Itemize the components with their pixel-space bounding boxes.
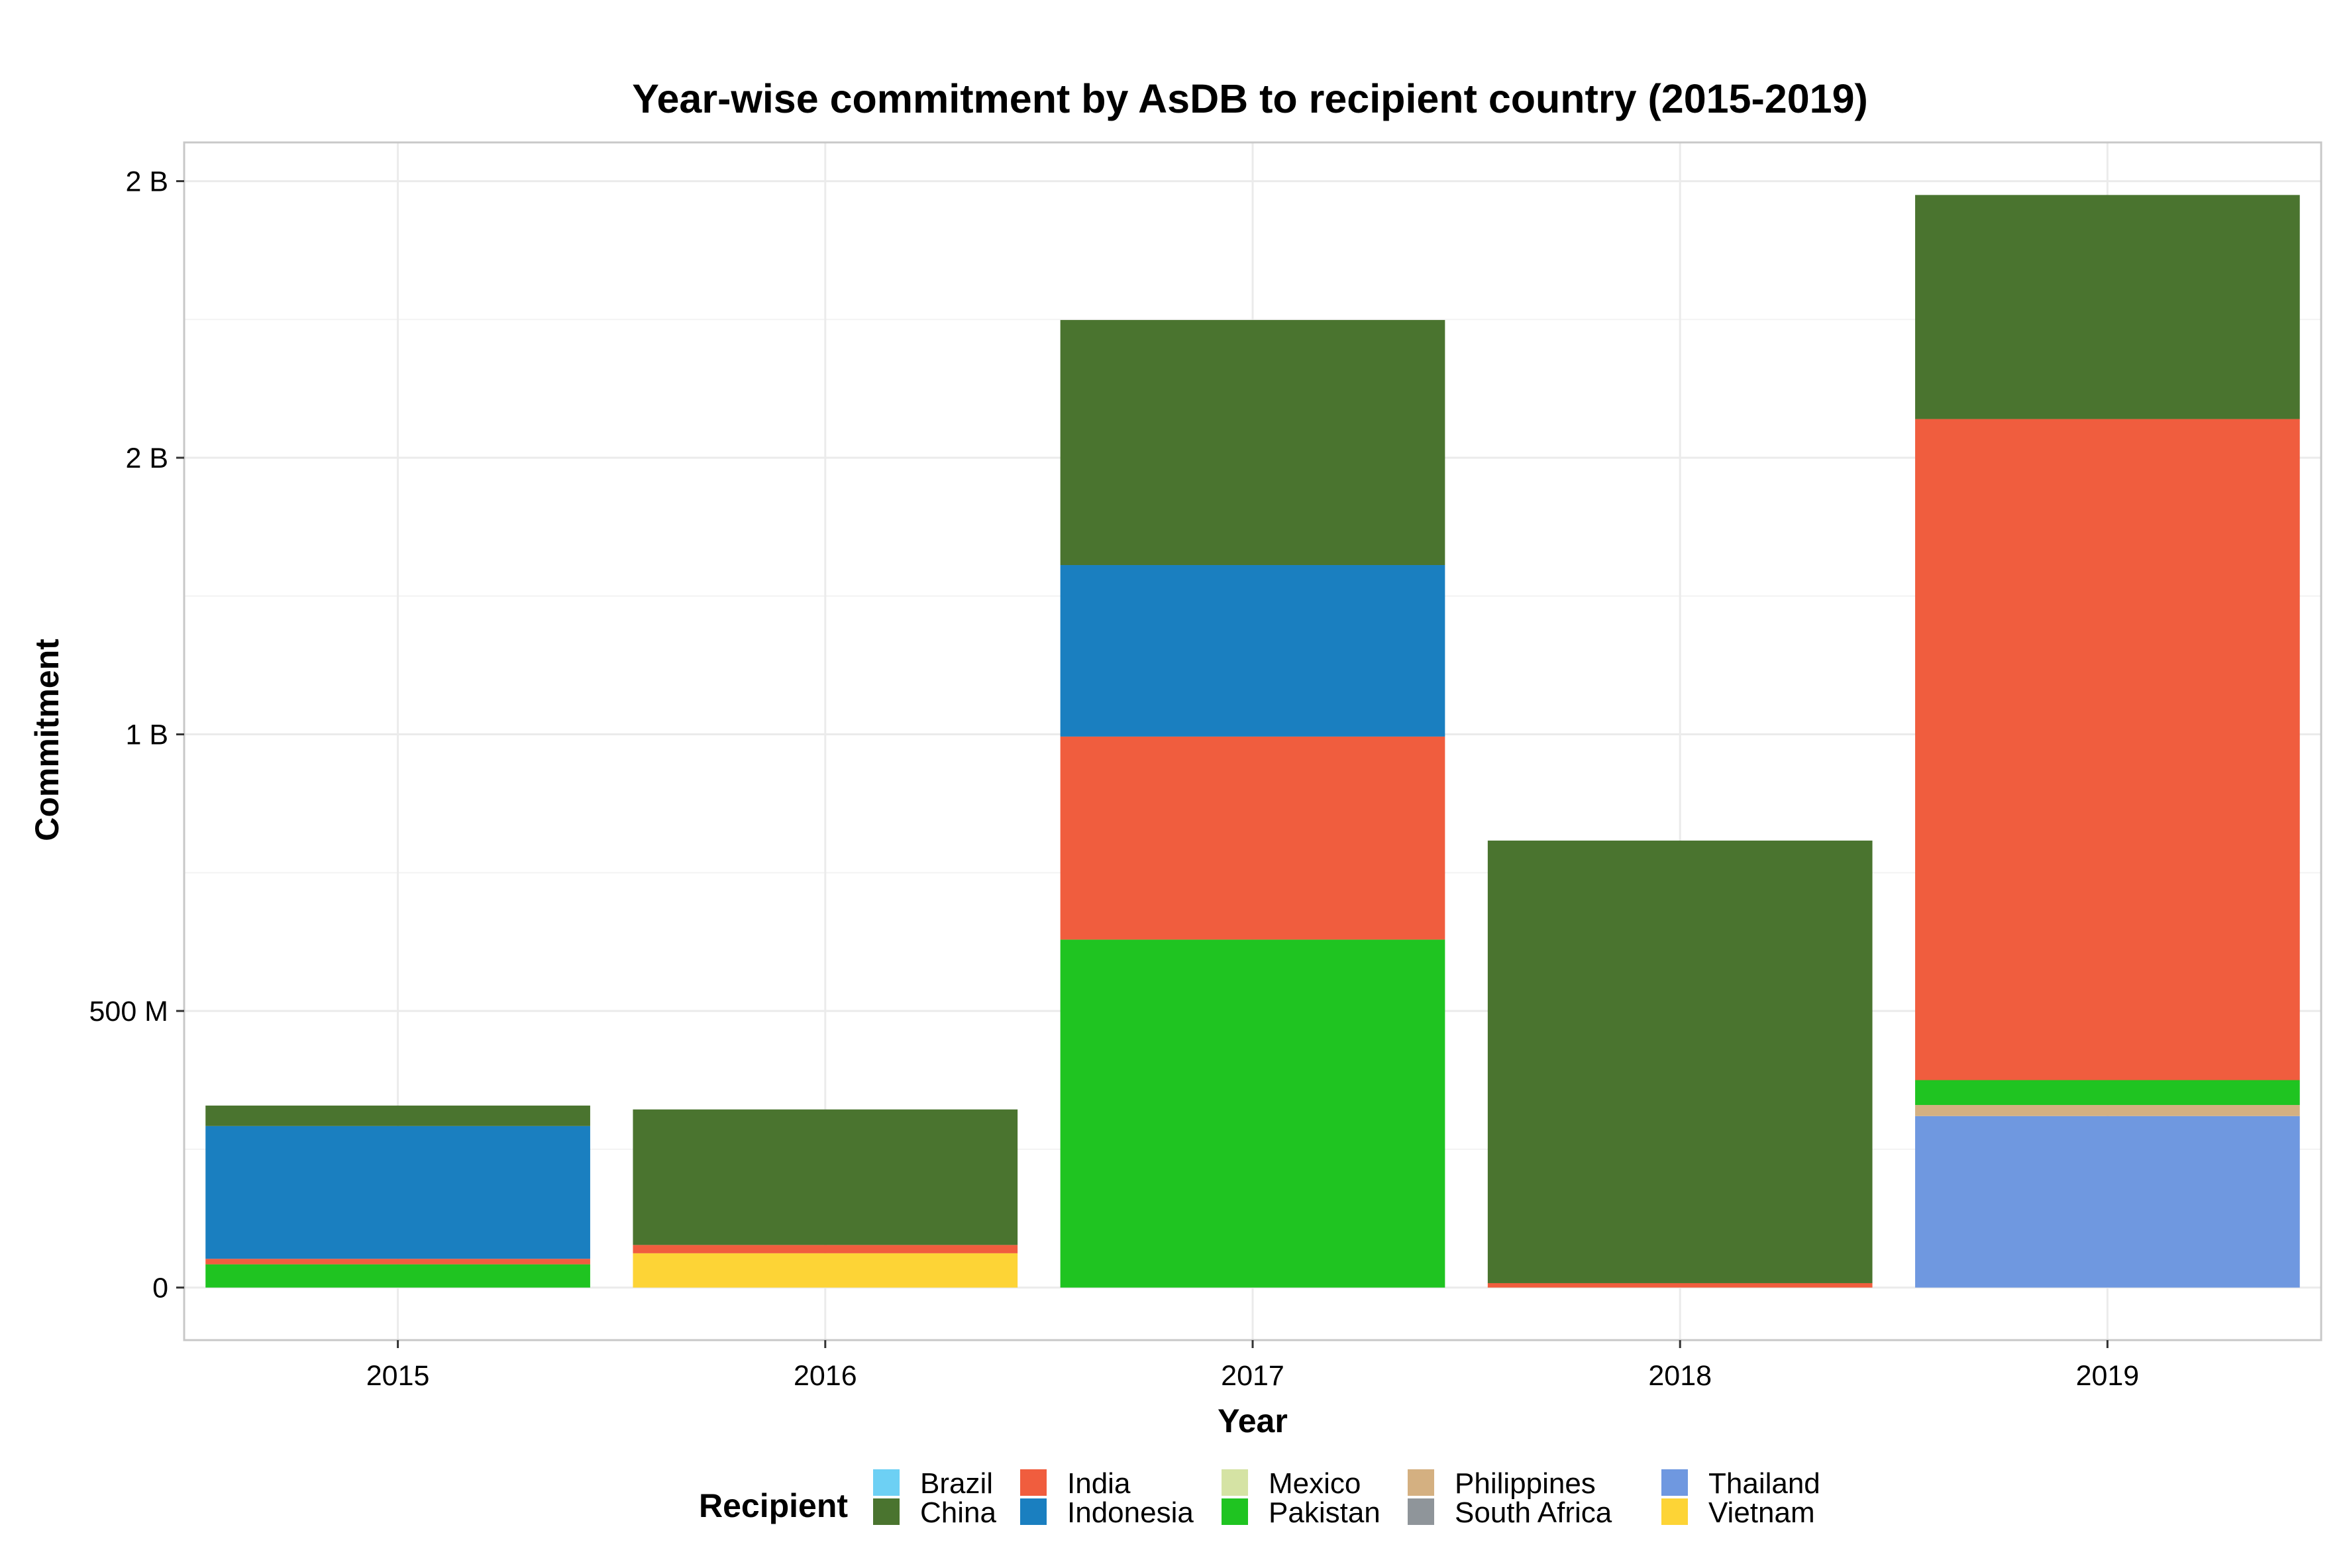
legend-swatch-china: [873, 1498, 900, 1525]
bar-segment-china-2017: [1060, 320, 1445, 566]
legend-swatch-brazil: [873, 1469, 900, 1496]
legend-label-indonesia: Indonesia: [1067, 1496, 1194, 1529]
legend-swatch-vietnam: [1661, 1498, 1688, 1525]
chart-title: Year-wise commitment by AsDB to recipien…: [632, 76, 1868, 121]
x-tick-label: 2018: [1648, 1360, 1712, 1392]
bar-segment-indonesia-2015: [205, 1125, 590, 1259]
legend-swatch-indonesia: [1020, 1498, 1047, 1525]
legend-label-brazil: Brazil: [920, 1467, 993, 1500]
legend-label-philippines: Philippines: [1455, 1467, 1596, 1500]
legend-label-south-africa: South Africa: [1455, 1496, 1612, 1529]
x-tick-label: 2016: [794, 1360, 857, 1392]
bar-segment-pakistan-2015: [205, 1264, 590, 1288]
bars: [205, 195, 2300, 1288]
bar-segment-india-2015: [205, 1259, 590, 1265]
bar-segment-indonesia-2017: [1060, 565, 1445, 737]
bar-segment-vietnam-2016: [633, 1253, 1018, 1288]
x-tick-label: 2019: [2076, 1360, 2140, 1392]
x-tick-label: 2017: [1221, 1360, 1284, 1392]
bar-segment-china-2019: [1915, 195, 2300, 419]
bar-segment-philippines-2019: [1915, 1105, 2300, 1116]
y-tick-label: 2 B: [125, 166, 168, 197]
legend-swatch-thailand: [1661, 1469, 1688, 1496]
axes: 0 500 M 1 B 2 B 2 B 2015 2016 2017 2018 2019: [89, 166, 2139, 1392]
bar-segment-india-2018: [1487, 1282, 1873, 1288]
x-tick-label: 2015: [366, 1360, 430, 1392]
legend-title: Recipient: [699, 1487, 848, 1524]
y-tick-label: 500 M: [89, 996, 168, 1027]
legend-swatch-pakistan: [1222, 1498, 1248, 1525]
bar-segment-india-2017: [1060, 736, 1445, 940]
bar-segment-pakistan-2019: [1915, 1080, 2300, 1106]
legend-label-pakistan: Pakistan: [1269, 1496, 1381, 1529]
legend-swatch-philippines: [1408, 1469, 1434, 1496]
y-tick-label: 0: [152, 1273, 168, 1304]
legend-swatch-mexico: [1222, 1469, 1248, 1496]
bar-segment-china-2016: [633, 1109, 1018, 1245]
bar-segment-thailand-2019: [1915, 1116, 2300, 1288]
legend-swatch-india: [1020, 1469, 1047, 1496]
legend-label-mexico: Mexico: [1269, 1467, 1361, 1500]
legend-label-vietnam: Vietnam: [1708, 1496, 1815, 1529]
y-axis-title: Commitment: [28, 639, 66, 841]
legend-label-india: India: [1067, 1467, 1131, 1500]
bar-segment-china-2018: [1487, 840, 1873, 1283]
legend-swatch-south-africa: [1408, 1498, 1434, 1525]
y-tick-label: 1 B: [125, 719, 168, 751]
bar-segment-india-2016: [633, 1245, 1018, 1253]
y-tick-label: 2 B: [125, 443, 168, 474]
bar-segment-pakistan-2017: [1060, 939, 1445, 1288]
bar-segment-india-2019: [1915, 419, 2300, 1080]
legend-label-china: China: [920, 1496, 996, 1529]
bar-segment-china-2015: [205, 1105, 590, 1126]
x-axis-title: Year: [1218, 1402, 1288, 1439]
legend-label-thailand: Thailand: [1708, 1467, 1820, 1500]
